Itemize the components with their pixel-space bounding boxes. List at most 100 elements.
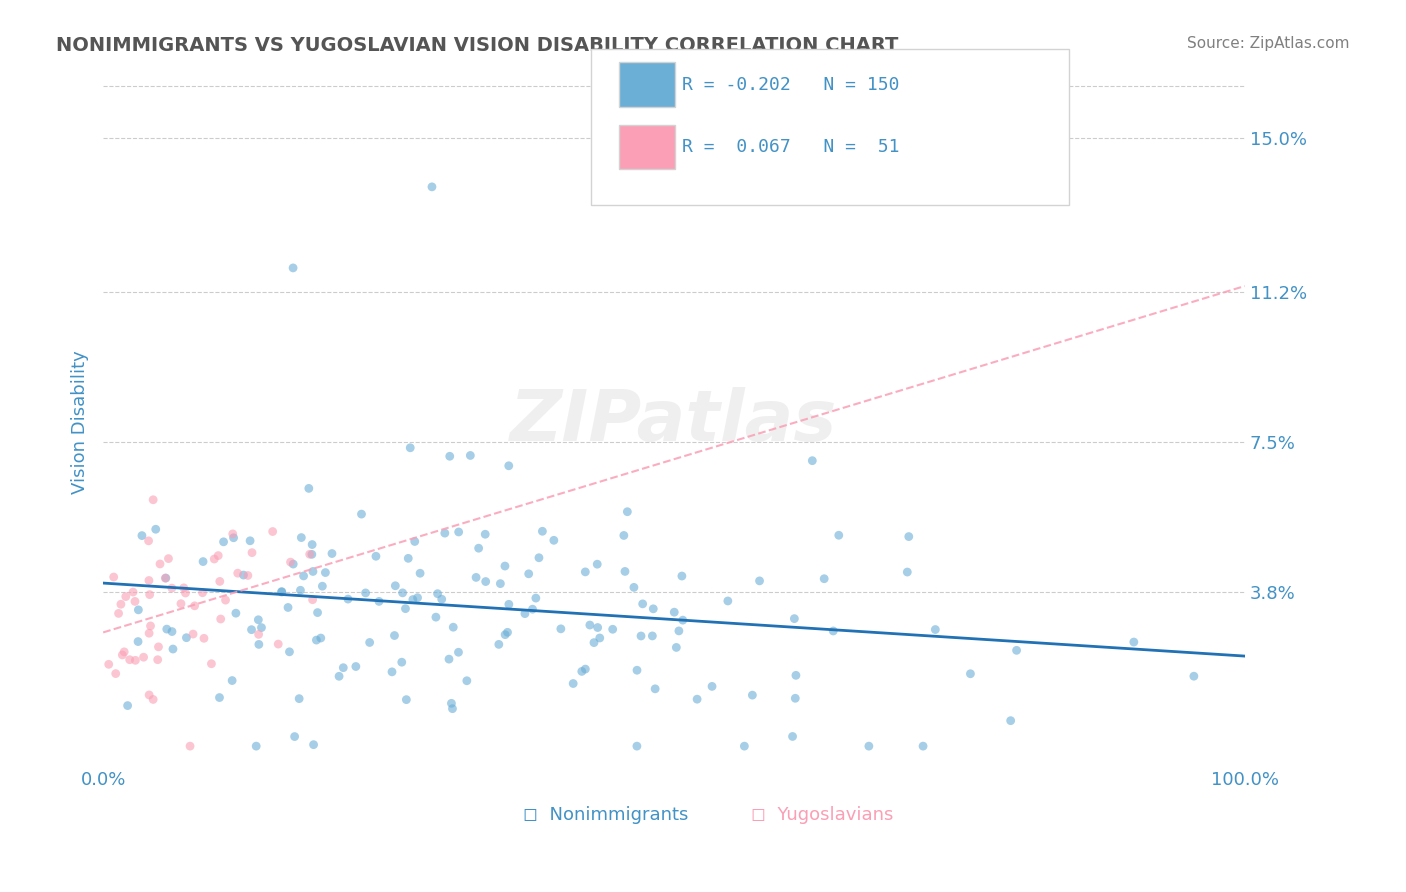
Point (208, 690, 231, 705)
Text: R =  0.067   N =  51: R = 0.067 N = 51 (682, 138, 900, 156)
Point (441, 701, 464, 715)
Point (307, 606, 329, 620)
Point (138, 574, 160, 588)
Point (1182, 669, 1205, 683)
Point (447, 524, 470, 539)
Point (160, 624, 183, 639)
Point (783, 612, 806, 626)
Point (381, 665, 404, 679)
Point (1005, 643, 1028, 657)
Point (527, 550, 550, 565)
Point (132, 650, 155, 665)
Text: R = -0.202   N = 150: R = -0.202 N = 150 (682, 76, 900, 94)
Point (668, 624, 690, 638)
Point (149, 557, 172, 571)
Point (245, 739, 267, 753)
Point (741, 688, 763, 702)
Point (384, 628, 406, 642)
Point (456, 673, 478, 688)
Point (247, 637, 270, 651)
Point (179, 739, 201, 753)
Point (278, 645, 301, 659)
Text: Source: ZipAtlas.com: Source: ZipAtlas.com (1187, 36, 1350, 51)
Point (623, 580, 645, 594)
Point (574, 565, 596, 579)
Point (283, 557, 305, 571)
Point (488, 637, 510, 651)
Point (364, 549, 387, 564)
Point (208, 574, 231, 589)
Point (281, 260, 304, 275)
Point (337, 592, 360, 607)
Point (290, 531, 312, 545)
Point (162, 642, 184, 657)
Point (202, 552, 225, 566)
Point (193, 632, 215, 646)
Point (626, 739, 648, 753)
Point (465, 570, 488, 584)
Point (142, 492, 165, 507)
Point (717, 594, 740, 608)
Point (311, 579, 333, 593)
Point (582, 635, 605, 649)
Point (823, 624, 845, 638)
Point (111, 648, 134, 662)
Point (517, 566, 540, 581)
FancyBboxPatch shape (564, 799, 596, 830)
Point (104, 666, 127, 681)
Point (250, 621, 273, 635)
Point (1122, 635, 1144, 649)
Point (404, 534, 426, 549)
Point (562, 676, 585, 690)
Point (226, 566, 249, 581)
Point (328, 669, 350, 683)
Point (522, 602, 544, 616)
Point (214, 593, 236, 607)
Point (174, 586, 197, 600)
Point (270, 585, 292, 599)
Point (321, 547, 343, 561)
Point (139, 619, 162, 633)
Point (301, 537, 323, 551)
Point (350, 507, 373, 521)
Point (138, 533, 160, 548)
Point (513, 607, 536, 621)
Point (142, 692, 165, 706)
Point (359, 635, 381, 649)
Point (391, 655, 413, 669)
Point (127, 634, 149, 648)
Point (221, 673, 243, 688)
Point (239, 533, 262, 548)
Point (433, 526, 456, 541)
Point (157, 551, 180, 566)
Point (212, 534, 235, 549)
Point (354, 586, 377, 600)
Point (641, 629, 664, 643)
Point (181, 627, 204, 641)
Point (138, 626, 160, 640)
Point (613, 528, 636, 542)
Point (117, 698, 139, 713)
Point (858, 739, 880, 753)
Point (280, 555, 302, 569)
Point (240, 546, 263, 560)
Point (301, 592, 323, 607)
Point (232, 568, 254, 582)
Point (543, 533, 565, 548)
Point (616, 505, 638, 519)
Point (1000, 714, 1022, 728)
Point (191, 555, 214, 569)
Point (467, 541, 489, 556)
Point (496, 625, 519, 640)
Point (686, 692, 709, 706)
Point (579, 618, 602, 632)
Point (425, 610, 447, 624)
Point (828, 528, 851, 542)
Point (145, 522, 167, 536)
Point (644, 681, 666, 696)
Point (173, 581, 195, 595)
Point (785, 668, 807, 682)
Point (122, 585, 145, 599)
Point (118, 653, 141, 667)
Point (225, 606, 247, 620)
